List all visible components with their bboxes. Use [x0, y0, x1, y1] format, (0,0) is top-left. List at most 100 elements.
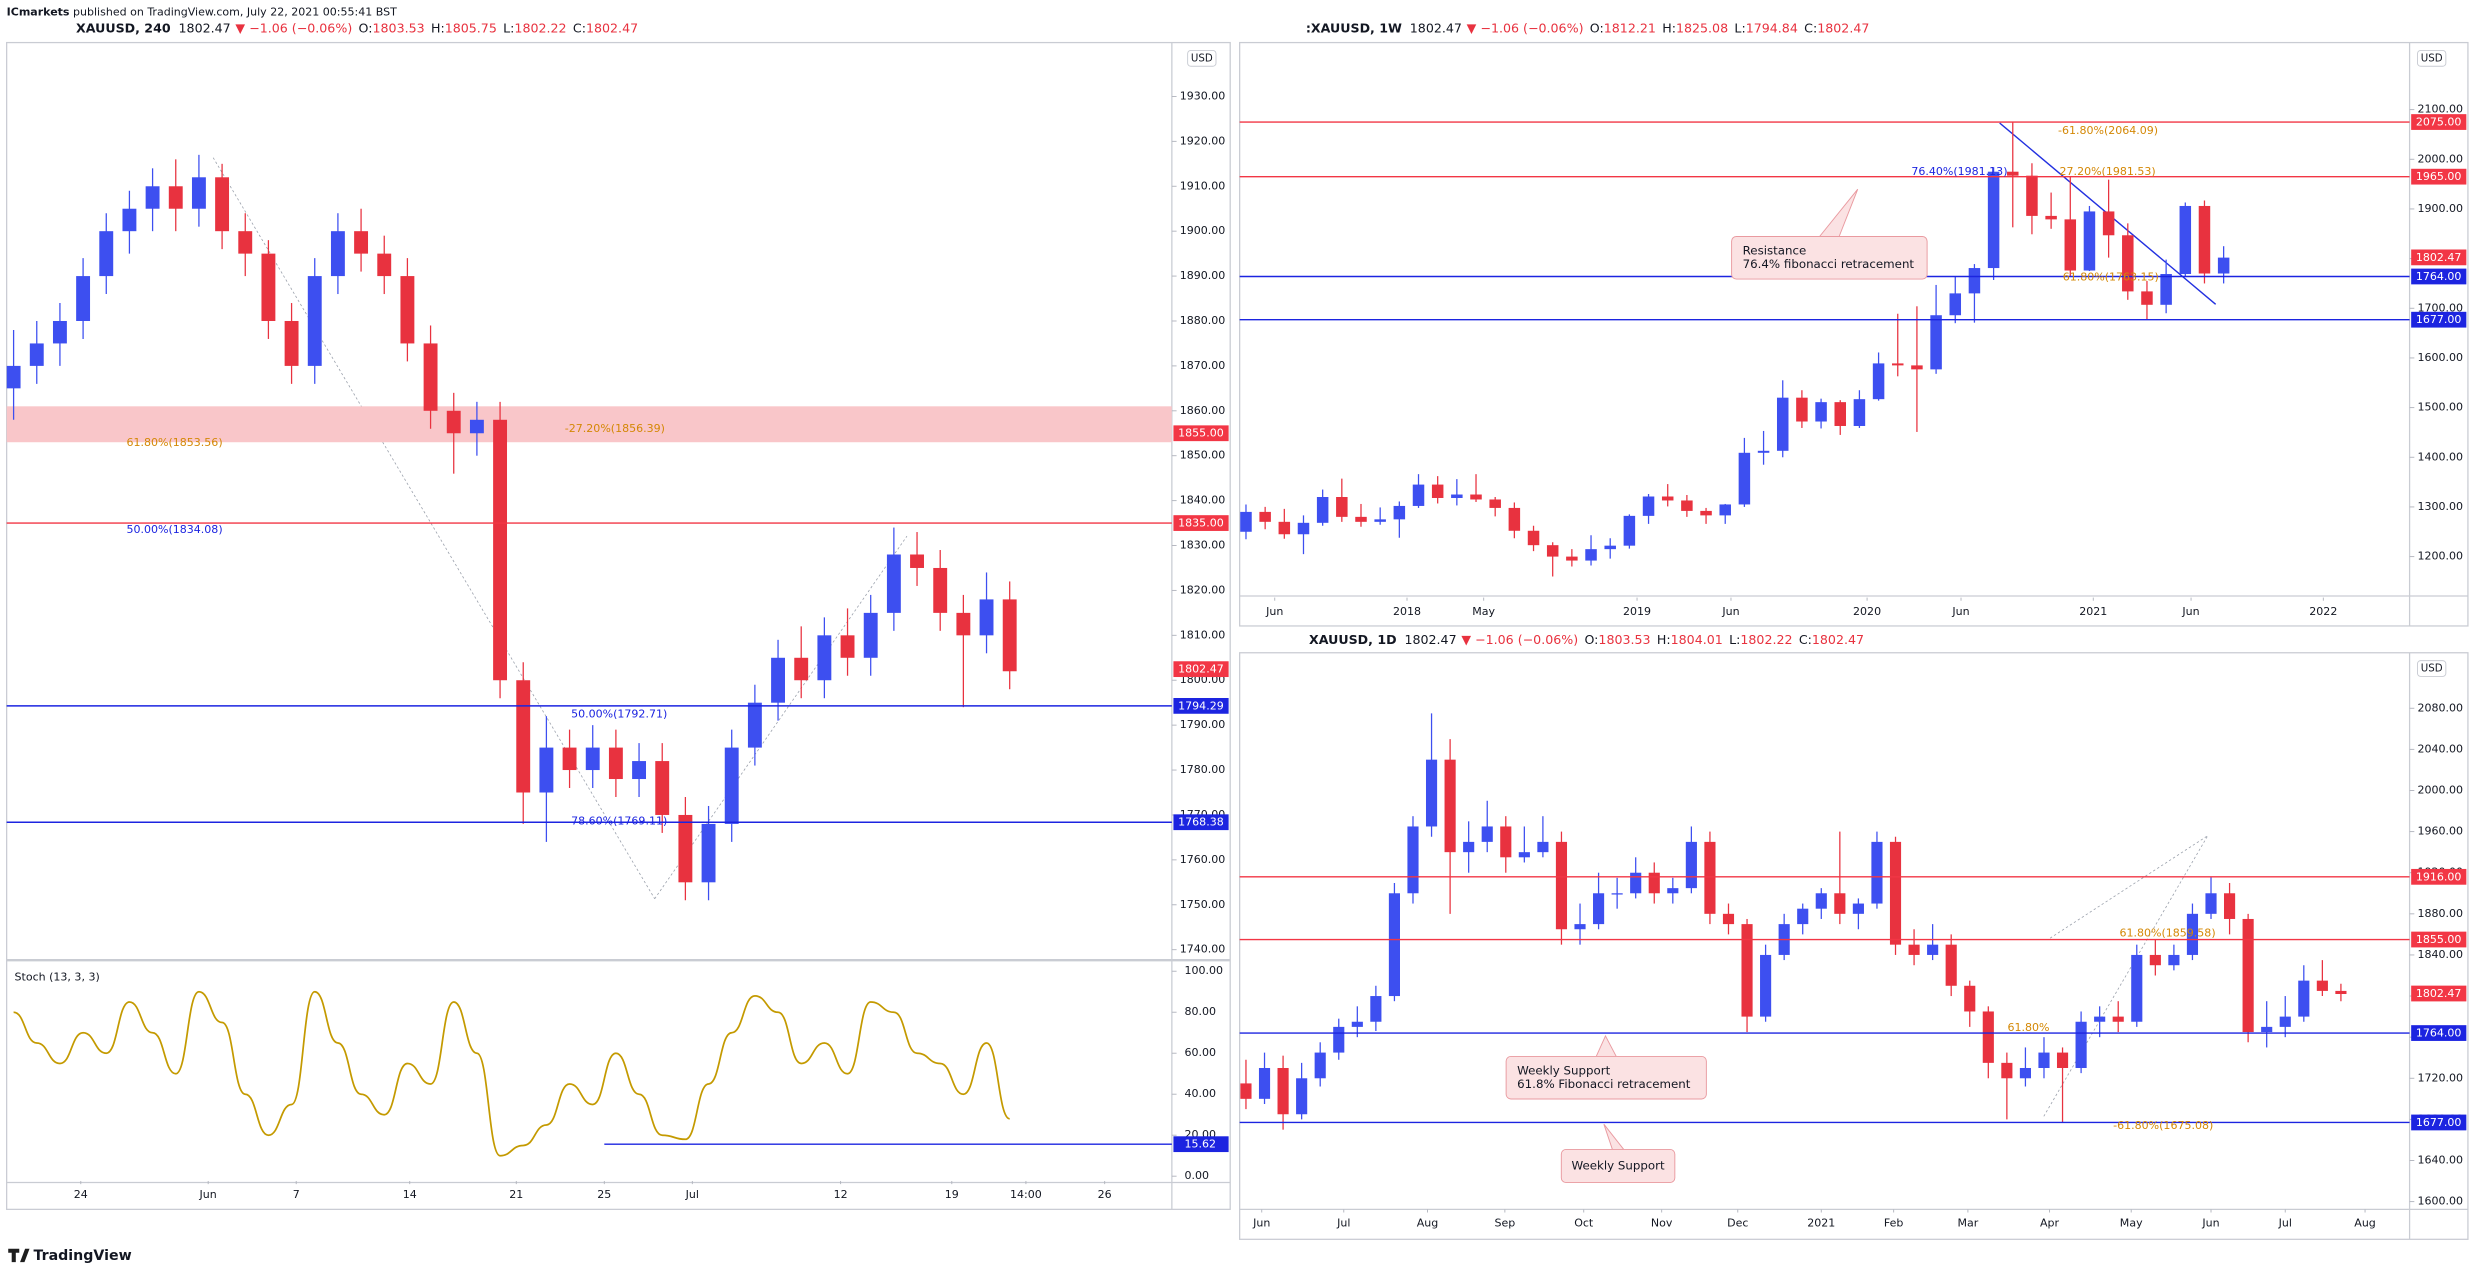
x-tick-label: 2021: [1807, 1217, 1835, 1230]
y-tick-label: 1890.00: [1180, 269, 1226, 282]
candle-body: [2217, 257, 2230, 274]
candle-body: [1930, 315, 1942, 370]
candle-body: [1508, 507, 1521, 531]
candle-body: [724, 747, 739, 824]
candle-body: [2083, 211, 2096, 271]
x-tick-label: Dec: [1727, 1217, 1748, 1230]
price-label: 2075.00: [2416, 116, 2462, 129]
callout-text: 61.8% Fibonacci retracement: [1517, 1077, 1691, 1091]
legend-ohlc-value: 1803.53: [1598, 632, 1650, 647]
candle-body: [1815, 893, 1827, 909]
callout-box: [1731, 236, 1928, 280]
legend-ohlc-value: 1802.22: [514, 20, 566, 35]
x-tick-label: 2020: [1853, 605, 1881, 618]
candle-body: [1518, 852, 1530, 858]
price-label-box: [2411, 868, 2467, 885]
legend-ohlc-value: 1802.47: [1812, 632, 1864, 647]
panel-frame: [6, 41, 1231, 1210]
legend-ohlc-label: C:: [1799, 632, 1812, 647]
legend-symbol: :XAUUSD, 1W: [1306, 20, 1402, 35]
y-tick-label: 1830.00: [1180, 539, 1226, 552]
candle-body: [1407, 826, 1419, 894]
candle-body: [423, 343, 438, 411]
price-label-box: [1173, 515, 1229, 531]
price-label-box: [1173, 661, 1229, 678]
candle-body: [655, 761, 670, 815]
candle-body: [817, 635, 832, 681]
candle-body: [771, 657, 785, 703]
candle-body: [933, 567, 948, 613]
candle-body: [1489, 499, 1501, 508]
candle-body: [354, 231, 369, 254]
candle-body: [1431, 484, 1444, 498]
candle-body: [1412, 484, 1425, 506]
candle-body: [2007, 171, 2019, 176]
candle-body: [2168, 954, 2180, 966]
y-tick-label: 100.00: [1184, 964, 1223, 977]
candle-body: [2112, 1016, 2124, 1022]
candle-body: [1889, 841, 1902, 945]
candle-body: [1585, 549, 1597, 561]
published-text: published on TradingView.com, July 22, 2…: [73, 6, 397, 19]
candle-body: [1297, 522, 1310, 535]
candle-body: [1611, 893, 1623, 895]
candle-body: [1463, 841, 1475, 853]
candle-body: [1911, 365, 1923, 370]
panel-frame: [1239, 41, 2469, 627]
price-label-box: [2411, 1025, 2467, 1041]
candle-body: [1987, 171, 2000, 269]
candle-body: [2026, 175, 2038, 216]
fib-label: -61.80%(1675.08): [2113, 1119, 2213, 1132]
candle-body: [1648, 872, 1660, 894]
candle-body: [2261, 1026, 2273, 1033]
x-tick-label: Jul: [1336, 1217, 1350, 1230]
candle-body: [1374, 519, 1386, 522]
candle-body: [1815, 402, 1827, 422]
price-label: 1965.00: [2416, 170, 2462, 183]
callout-box: [1505, 1055, 1707, 1100]
candle-body: [1370, 996, 1382, 1022]
y-tick-label: 1720.00: [2417, 1071, 2463, 1084]
candle-body: [1853, 399, 1866, 426]
y-tick-label: 1740.00: [1180, 943, 1226, 956]
fib-label: -61.80%(2064.09): [2058, 124, 2158, 137]
x-tick-label: Jun: [1721, 605, 1739, 618]
y-tick-label: 2000.00: [2417, 152, 2463, 165]
price-label: 15.62: [1184, 1138, 1216, 1151]
legend-ohlc-value: 1812.21: [1604, 20, 1656, 35]
candle-body: [1685, 841, 1697, 889]
legend-ohlc-label: H:: [1662, 20, 1676, 35]
price-label: 1764.00: [2416, 270, 2462, 283]
candle-body: [76, 276, 91, 321]
candle-body: [1757, 450, 1770, 453]
y-tick-label: 1880.00: [1180, 314, 1226, 327]
price-label: 1916.00: [2416, 870, 2462, 883]
legend-ohlc-label: L:: [1729, 632, 1740, 647]
y-tick-label: 1840.00: [2417, 948, 2463, 961]
price-label: 1764.00: [2416, 1027, 2462, 1040]
price-label-box: [2411, 268, 2467, 285]
x-tick-label: Sep: [1494, 1217, 1515, 1230]
y-tick-label: 1810.00: [1180, 628, 1226, 641]
candle-body: [701, 823, 716, 883]
candle-body: [585, 747, 600, 771]
brand-logo: [8, 1248, 30, 1263]
price-label: 1794.29: [1178, 699, 1224, 712]
x-tick-label: Jun: [2201, 1217, 2219, 1230]
x-tick-label: 14:00: [1010, 1188, 1042, 1201]
currency-box: [1187, 49, 1217, 67]
candle-body: [2045, 215, 2057, 220]
stoch-line: [13, 990, 1011, 1157]
x-tick-label: Jun: [1252, 1217, 1270, 1230]
x-tick-label: Aug: [2354, 1217, 2376, 1230]
indicator-title: Stoch (13, 3, 3): [15, 971, 100, 984]
candle-body: [1982, 1011, 1994, 1063]
candle-body: [1566, 556, 1578, 561]
legend-ohlc-value: 1825.08: [1676, 20, 1728, 35]
y-tick-label: 1840.00: [1180, 494, 1226, 507]
price-label: 1855.00: [2416, 933, 2462, 946]
price-label: 1677.00: [2416, 313, 2462, 326]
x-tick-label: Jun: [1951, 605, 1969, 618]
legend-ohlc-value: 1802.22: [1740, 632, 1792, 647]
y-tick-label: 1790.00: [1180, 718, 1226, 731]
